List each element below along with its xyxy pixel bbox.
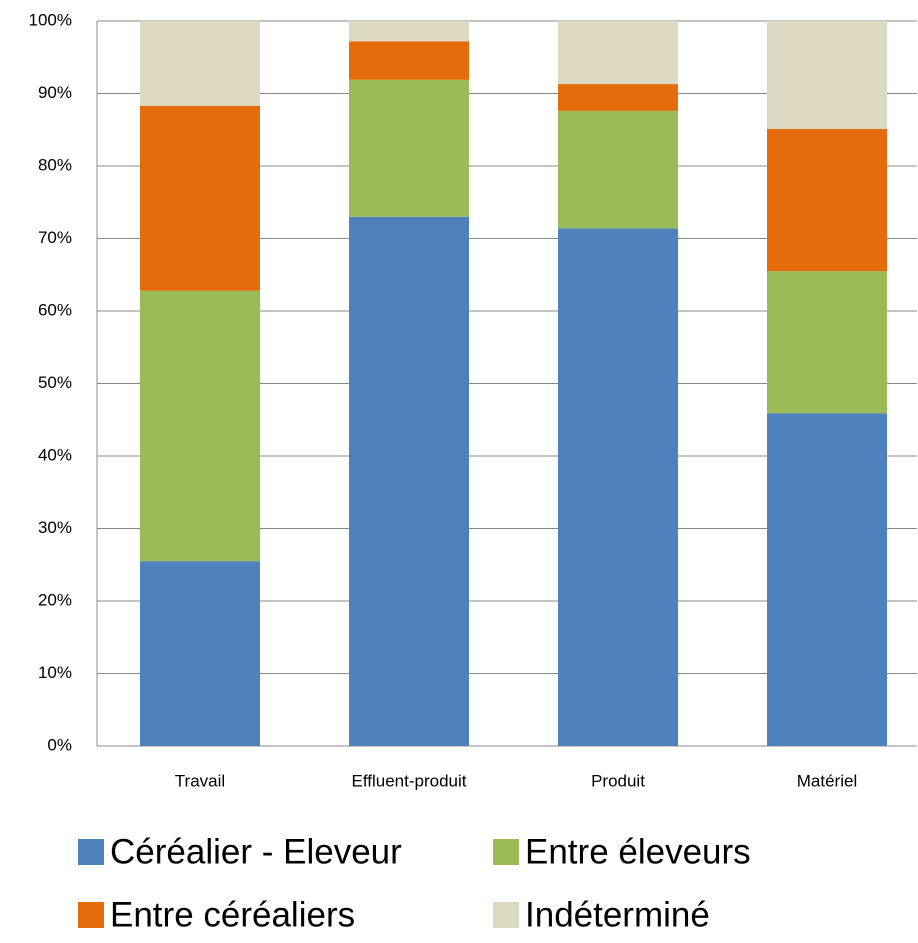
y-tick-label: 40% [38, 445, 72, 464]
y-tick-label: 90% [38, 83, 72, 102]
bar-segment [767, 21, 887, 130]
x-tick-label: Travail [175, 771, 225, 790]
bar-segment [140, 105, 260, 291]
y-tick-label: 70% [38, 228, 72, 247]
bar-segment [767, 271, 887, 414]
bar-segment [349, 216, 469, 746]
y-tick-label: 30% [38, 518, 72, 537]
bar-segment [767, 129, 887, 272]
legend-label: Entre céréaliers [110, 895, 355, 934]
legend-swatch [78, 902, 104, 928]
bar-segment [558, 21, 678, 85]
legend-swatch [493, 839, 519, 865]
y-tick-label: 10% [38, 663, 72, 682]
bar-segment [140, 290, 260, 562]
y-tick-label: 0% [47, 735, 72, 754]
y-tick-label: 80% [38, 155, 72, 174]
legend-label: Indéterminé [525, 895, 710, 934]
bar-segment [558, 228, 678, 747]
bar-segment [767, 413, 887, 746]
bar-segment [349, 21, 469, 42]
x-tick-label: Produit [591, 771, 645, 790]
x-tick-label: Effluent-produit [352, 771, 467, 790]
y-tick-label: 60% [38, 300, 72, 319]
legend-swatch [493, 902, 519, 928]
bar-segment [140, 561, 260, 746]
y-tick-label: 20% [38, 590, 72, 609]
legend-swatch [78, 839, 104, 865]
bar-segment [349, 41, 469, 80]
legend-label: Céréalier - Eleveur [110, 832, 402, 871]
y-tick-label: 50% [38, 373, 72, 392]
x-tick-label: Matériel [797, 771, 857, 790]
bar-segment [140, 21, 260, 106]
bar-segment [349, 79, 469, 217]
bar-segment [558, 110, 678, 229]
y-tick-label: 100% [29, 10, 72, 29]
legend-label: Entre éleveurs [525, 832, 751, 871]
bar-segment [558, 84, 678, 111]
